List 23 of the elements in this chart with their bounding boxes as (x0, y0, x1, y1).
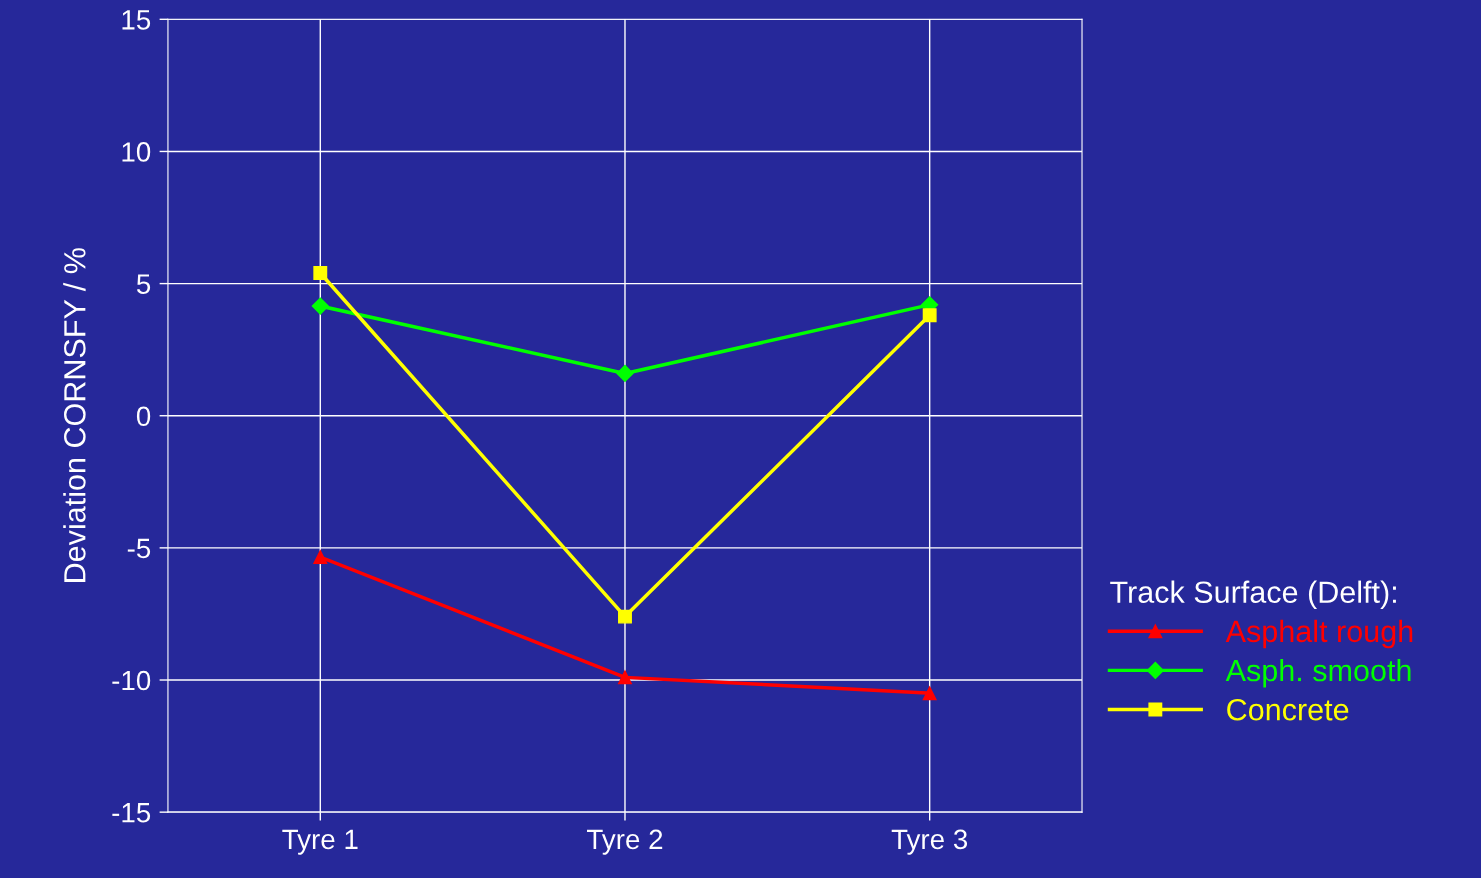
y-tick-label: 5 (136, 274, 151, 294)
point (922, 308, 937, 323)
x-tick-label: Tyre 1 (282, 829, 358, 855)
x-tick-label: Tyre 2 (587, 829, 663, 855)
y-tick-label: 0 (136, 406, 151, 427)
point (616, 364, 634, 383)
point (313, 266, 328, 280)
x-tick-label: Tyre 3 (891, 829, 968, 855)
y-tick-label: -10 (112, 670, 151, 691)
y-tick-label: 10 (122, 142, 151, 162)
legend-title: Track Surface (Delft): (1110, 580, 1396, 610)
point (922, 686, 937, 701)
point (311, 297, 329, 315)
legend-label: Concrete (1227, 698, 1349, 721)
point (313, 550, 328, 565)
y-tick-label: 15 (122, 10, 151, 30)
legend-label: Asphalt rough (1225, 619, 1413, 649)
y-tick-label: -5 (127, 538, 151, 559)
y-tick-label: -15 (112, 803, 151, 823)
y-axis-title: Deviation CORNSFY / % (63, 248, 86, 582)
legend-label: Asph. smooth (1225, 658, 1411, 688)
point (618, 609, 632, 624)
point (618, 670, 632, 685)
